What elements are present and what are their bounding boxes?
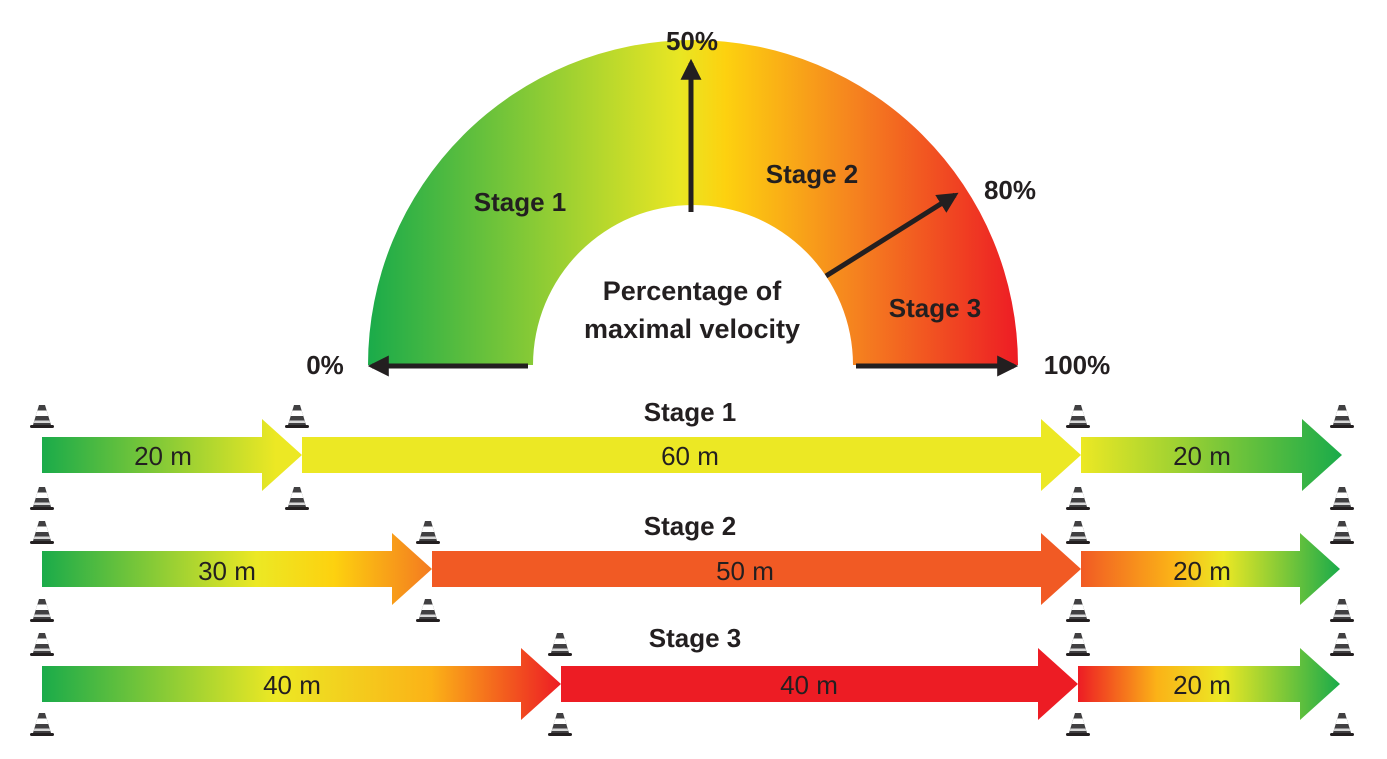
- zone-label-stage-3: Stage 3: [889, 293, 982, 323]
- velocity-gauge: 50% 80% 0% 100% Stage 1 Stage 2 Stage 3 …: [306, 26, 1110, 380]
- traffic-cone-icon: [1066, 713, 1090, 736]
- traffic-cone-icon: [1066, 521, 1090, 544]
- segment-arrow-20m-end: [1081, 419, 1342, 491]
- segment-arrow-60m: [302, 419, 1081, 491]
- segment-arrow-20m-end: [1081, 533, 1340, 605]
- traffic-cone-icon: [1066, 633, 1090, 656]
- stage-row-title: Stage 1: [644, 397, 737, 427]
- segment-arrow-40m-start: [42, 648, 561, 720]
- traffic-cone-icon: [1330, 713, 1354, 736]
- traffic-cone-icon: [30, 487, 54, 510]
- segment-arrow-20m-start: [42, 419, 302, 491]
- tick-label-0: 0%: [306, 350, 344, 380]
- traffic-cone-icon: [30, 713, 54, 736]
- gauge-center-label-line-2: maximal velocity: [584, 314, 800, 344]
- traffic-cone-icon: [548, 713, 572, 736]
- stage-row-2: Stage 2 30 m 50 m 20 m: [42, 511, 1340, 605]
- traffic-cone-icon: [548, 633, 572, 656]
- arrow-80-percent: [824, 192, 959, 279]
- traffic-cone-icon: [30, 633, 54, 656]
- segment-arrow-50m: [432, 533, 1081, 605]
- traffic-cone-icon: [1066, 487, 1090, 510]
- traffic-cone-icon: [1330, 599, 1354, 622]
- tick-label-50: 50%: [666, 26, 718, 56]
- stage-row-3: Stage 3 40 m 40 m 20 m: [42, 623, 1340, 720]
- segment-arrow-40m-middle: [561, 648, 1078, 720]
- segment-label: 20 m: [1173, 556, 1231, 586]
- traffic-cone-icon: [1066, 599, 1090, 622]
- traffic-cone-icon: [416, 599, 440, 622]
- segment-label: 40 m: [263, 670, 321, 700]
- segment-label: 30 m: [198, 556, 256, 586]
- traffic-cone-icon: [1330, 633, 1354, 656]
- gauge-center-label-line-1: Percentage of: [603, 276, 783, 306]
- tick-label-100: 100%: [1044, 350, 1111, 380]
- stage-row-1: Stage 1 20 m 60 m 20 m: [42, 397, 1342, 491]
- traffic-cone-icon: [1066, 405, 1090, 428]
- segment-arrow-20m-end: [1078, 648, 1340, 720]
- traffic-cone-icon: [30, 405, 54, 428]
- traffic-cone-icon: [30, 599, 54, 622]
- traffic-cone-icon: [1330, 487, 1354, 510]
- zone-label-stage-1: Stage 1: [474, 187, 567, 217]
- traffic-cone-icon: [1330, 521, 1354, 544]
- tick-label-80: 80%: [984, 175, 1036, 205]
- stage-row-title: Stage 2: [644, 511, 737, 541]
- traffic-cone-icon: [416, 521, 440, 544]
- segment-label: 20 m: [1173, 670, 1231, 700]
- segment-arrow-30m: [42, 533, 432, 605]
- segment-label: 60 m: [661, 441, 719, 471]
- segment-label: 50 m: [716, 556, 774, 586]
- segment-label: 40 m: [780, 670, 838, 700]
- segment-label: 20 m: [134, 441, 192, 471]
- traffic-cone-icon: [30, 521, 54, 544]
- stage-row-title: Stage 3: [649, 623, 742, 653]
- traffic-cone-icon: [285, 487, 309, 510]
- traffic-cone-icon: [1330, 405, 1354, 428]
- zone-label-stage-2: Stage 2: [766, 159, 859, 189]
- traffic-cone-icon: [285, 405, 309, 428]
- segment-label: 20 m: [1173, 441, 1231, 471]
